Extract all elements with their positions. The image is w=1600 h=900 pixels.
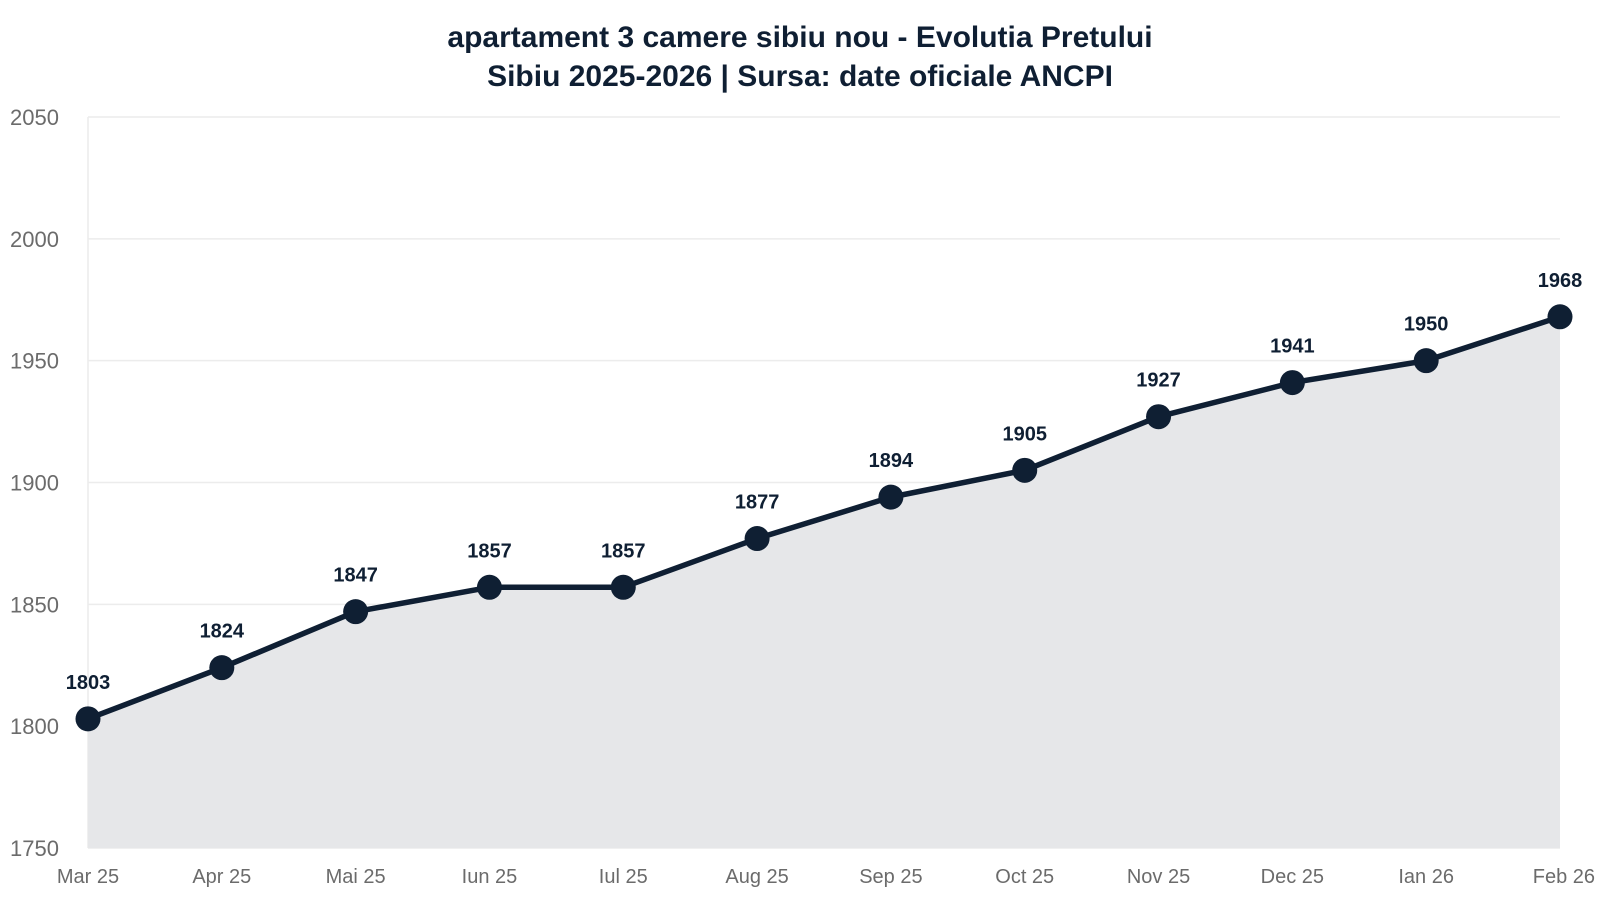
y-tick-label: 2000 [10,227,59,252]
x-tick-label: Dec 25 [1261,866,1324,888]
data-point [476,574,502,600]
y-axis: 1750 1800 1850 1900 1950 2000 2050 [10,105,59,861]
data-point [744,526,770,552]
data-label: 1968 [1538,270,1583,292]
data-labels-layer: 1803 1824 1847 1857 1857 1877 1894 1905 1927 1941… [66,270,1583,694]
data-label: 1927 [1136,370,1181,392]
data-label: 1894 [869,450,914,472]
data-label: 1941 [1270,336,1315,358]
data-label: 1803 [66,672,111,694]
data-point [343,599,369,625]
x-tick-label: Apr 25 [192,866,251,888]
x-tick-label: Iun 25 [462,866,518,888]
data-label: 1950 [1404,314,1449,336]
y-tick-label: 1950 [10,349,59,374]
data-point [1146,404,1172,430]
data-label: 1857 [601,540,646,562]
x-tick-label: Ian 26 [1398,866,1454,888]
data-point [1413,348,1439,374]
series-line [85,314,1563,722]
data-label: 1824 [200,621,245,643]
y-tick-label: 1800 [10,714,59,739]
data-point [75,706,101,732]
data-label: 1877 [735,492,780,514]
x-tick-label: Iul 25 [599,866,648,888]
data-point [878,484,904,510]
x-tick-label: Feb 26 [1533,866,1595,888]
area-fill-layer [88,316,1560,849]
data-point [209,655,235,681]
data-label: 1905 [1002,423,1047,445]
chart-subtitle: Sibiu 2025-2026 | Sursa: date oficiale A… [487,60,1113,93]
data-point [1012,457,1038,483]
data-point [610,574,636,600]
data-label: 1847 [333,565,378,587]
y-tick-label: 1750 [10,836,59,861]
y-tick-label: 1850 [10,592,59,617]
x-tick-label: Mai 25 [326,866,386,888]
x-tick-label: Mar 25 [57,866,119,888]
data-point [1279,370,1305,396]
x-tick-label: Sep 25 [859,866,922,888]
y-tick-label: 2050 [10,105,59,130]
points-layer [75,304,1573,732]
y-tick-label: 1900 [10,471,59,496]
x-tick-label: Oct 25 [995,866,1054,888]
x-tick-label: Aug 25 [725,866,788,888]
x-axis: Mar 25 Apr 25 Mai 25 Iun 25 Iul 25 Aug 25 Sep … [57,866,1595,888]
x-tick-label: Nov 25 [1127,866,1190,888]
data-point [1547,304,1573,330]
series-line-layer [85,314,1563,722]
data-label: 1857 [467,540,512,562]
area-fill [88,316,1560,849]
chart-title: apartament 3 camere sibiu nou - Evolutia… [447,21,1153,54]
